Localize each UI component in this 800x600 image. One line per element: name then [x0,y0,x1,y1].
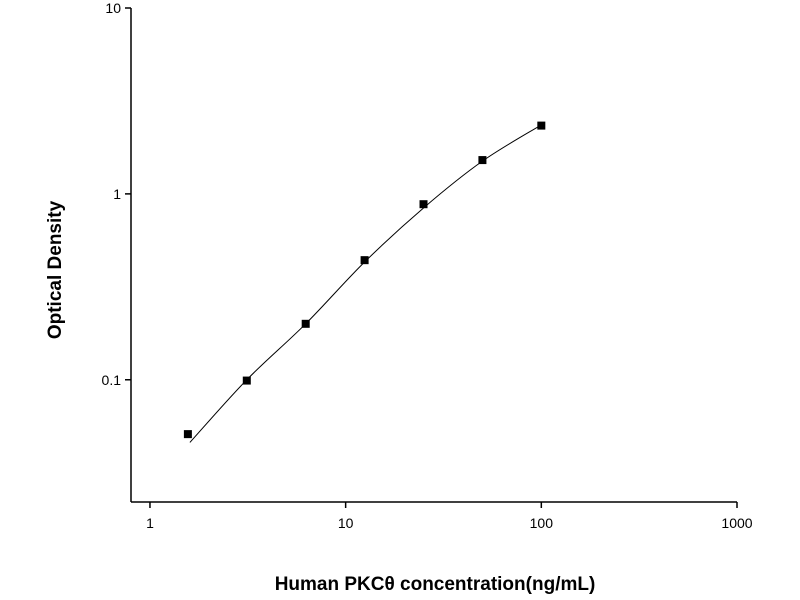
data-point [242,376,251,385]
fit-curve [189,124,542,443]
data-point [419,200,428,209]
data-point [183,430,192,439]
x-tick-label: 10 [338,515,354,531]
data-point [537,121,546,130]
y-axis-title: Optical Density [45,200,66,339]
x-tick-label: 1000 [721,515,752,531]
x-tick-label: 1 [146,515,154,531]
data-point [478,156,487,165]
data-point [360,256,369,265]
y-tick-label: 0.1 [102,372,122,388]
y-tick-label: 1 [113,186,121,202]
x-tick-label: 100 [530,515,554,531]
x-axis-title: Human PKCθ concentration(ng/mL) [275,574,596,595]
y-tick-label: 10 [105,0,121,16]
